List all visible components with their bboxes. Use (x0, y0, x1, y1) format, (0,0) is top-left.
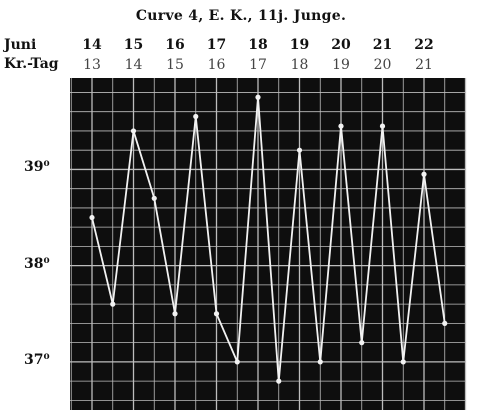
illness-day-label: 21 (415, 57, 433, 73)
data-point (130, 128, 137, 134)
date-label: 16 (165, 37, 185, 53)
illness-day-label: 18 (290, 57, 309, 73)
date-label: 21 (372, 37, 393, 53)
date-label: 18 (248, 37, 268, 53)
row-label-illness-day: Kr.-Tag (4, 56, 59, 72)
date-label: 15 (123, 37, 144, 53)
data-point (193, 113, 199, 120)
date-label: 22 (414, 37, 434, 53)
data-point (276, 378, 282, 384)
data-point (421, 171, 427, 177)
data-point (255, 94, 261, 100)
temperature-curve (91, 96, 446, 383)
date-label: 17 (206, 37, 227, 53)
chart-title: Curve 4, E. K., 11j. Junge. (135, 8, 347, 24)
data-point (234, 359, 240, 365)
data-point (442, 320, 448, 326)
illness-day-label: 20 (373, 57, 392, 73)
illness-day-label: 15 (166, 57, 184, 73)
illness-day-label: 19 (332, 57, 350, 73)
y-tick-label: 39⁰ (24, 159, 50, 176)
row-label-month: Juni (4, 37, 37, 53)
data-point (317, 359, 323, 365)
data-point (172, 311, 178, 317)
data-point (338, 123, 344, 129)
data-point (400, 359, 406, 365)
data-point (359, 340, 365, 346)
data-point (379, 123, 386, 129)
y-tick-label: 38⁰ (24, 255, 50, 272)
date-label: 20 (331, 37, 351, 53)
date-label: 14 (82, 37, 102, 53)
illness-day-label: 17 (249, 57, 267, 73)
data-point (110, 301, 116, 307)
y-tick-label: 37⁰ (24, 351, 50, 368)
illness-day-label: 16 (207, 57, 226, 73)
data-point (151, 195, 157, 201)
data-point (213, 311, 220, 317)
illness-day-label: 14 (124, 57, 143, 73)
date-label: 19 (289, 37, 310, 53)
data-point (89, 214, 95, 221)
illness-day-label: 13 (83, 57, 101, 73)
data-point (296, 147, 303, 153)
